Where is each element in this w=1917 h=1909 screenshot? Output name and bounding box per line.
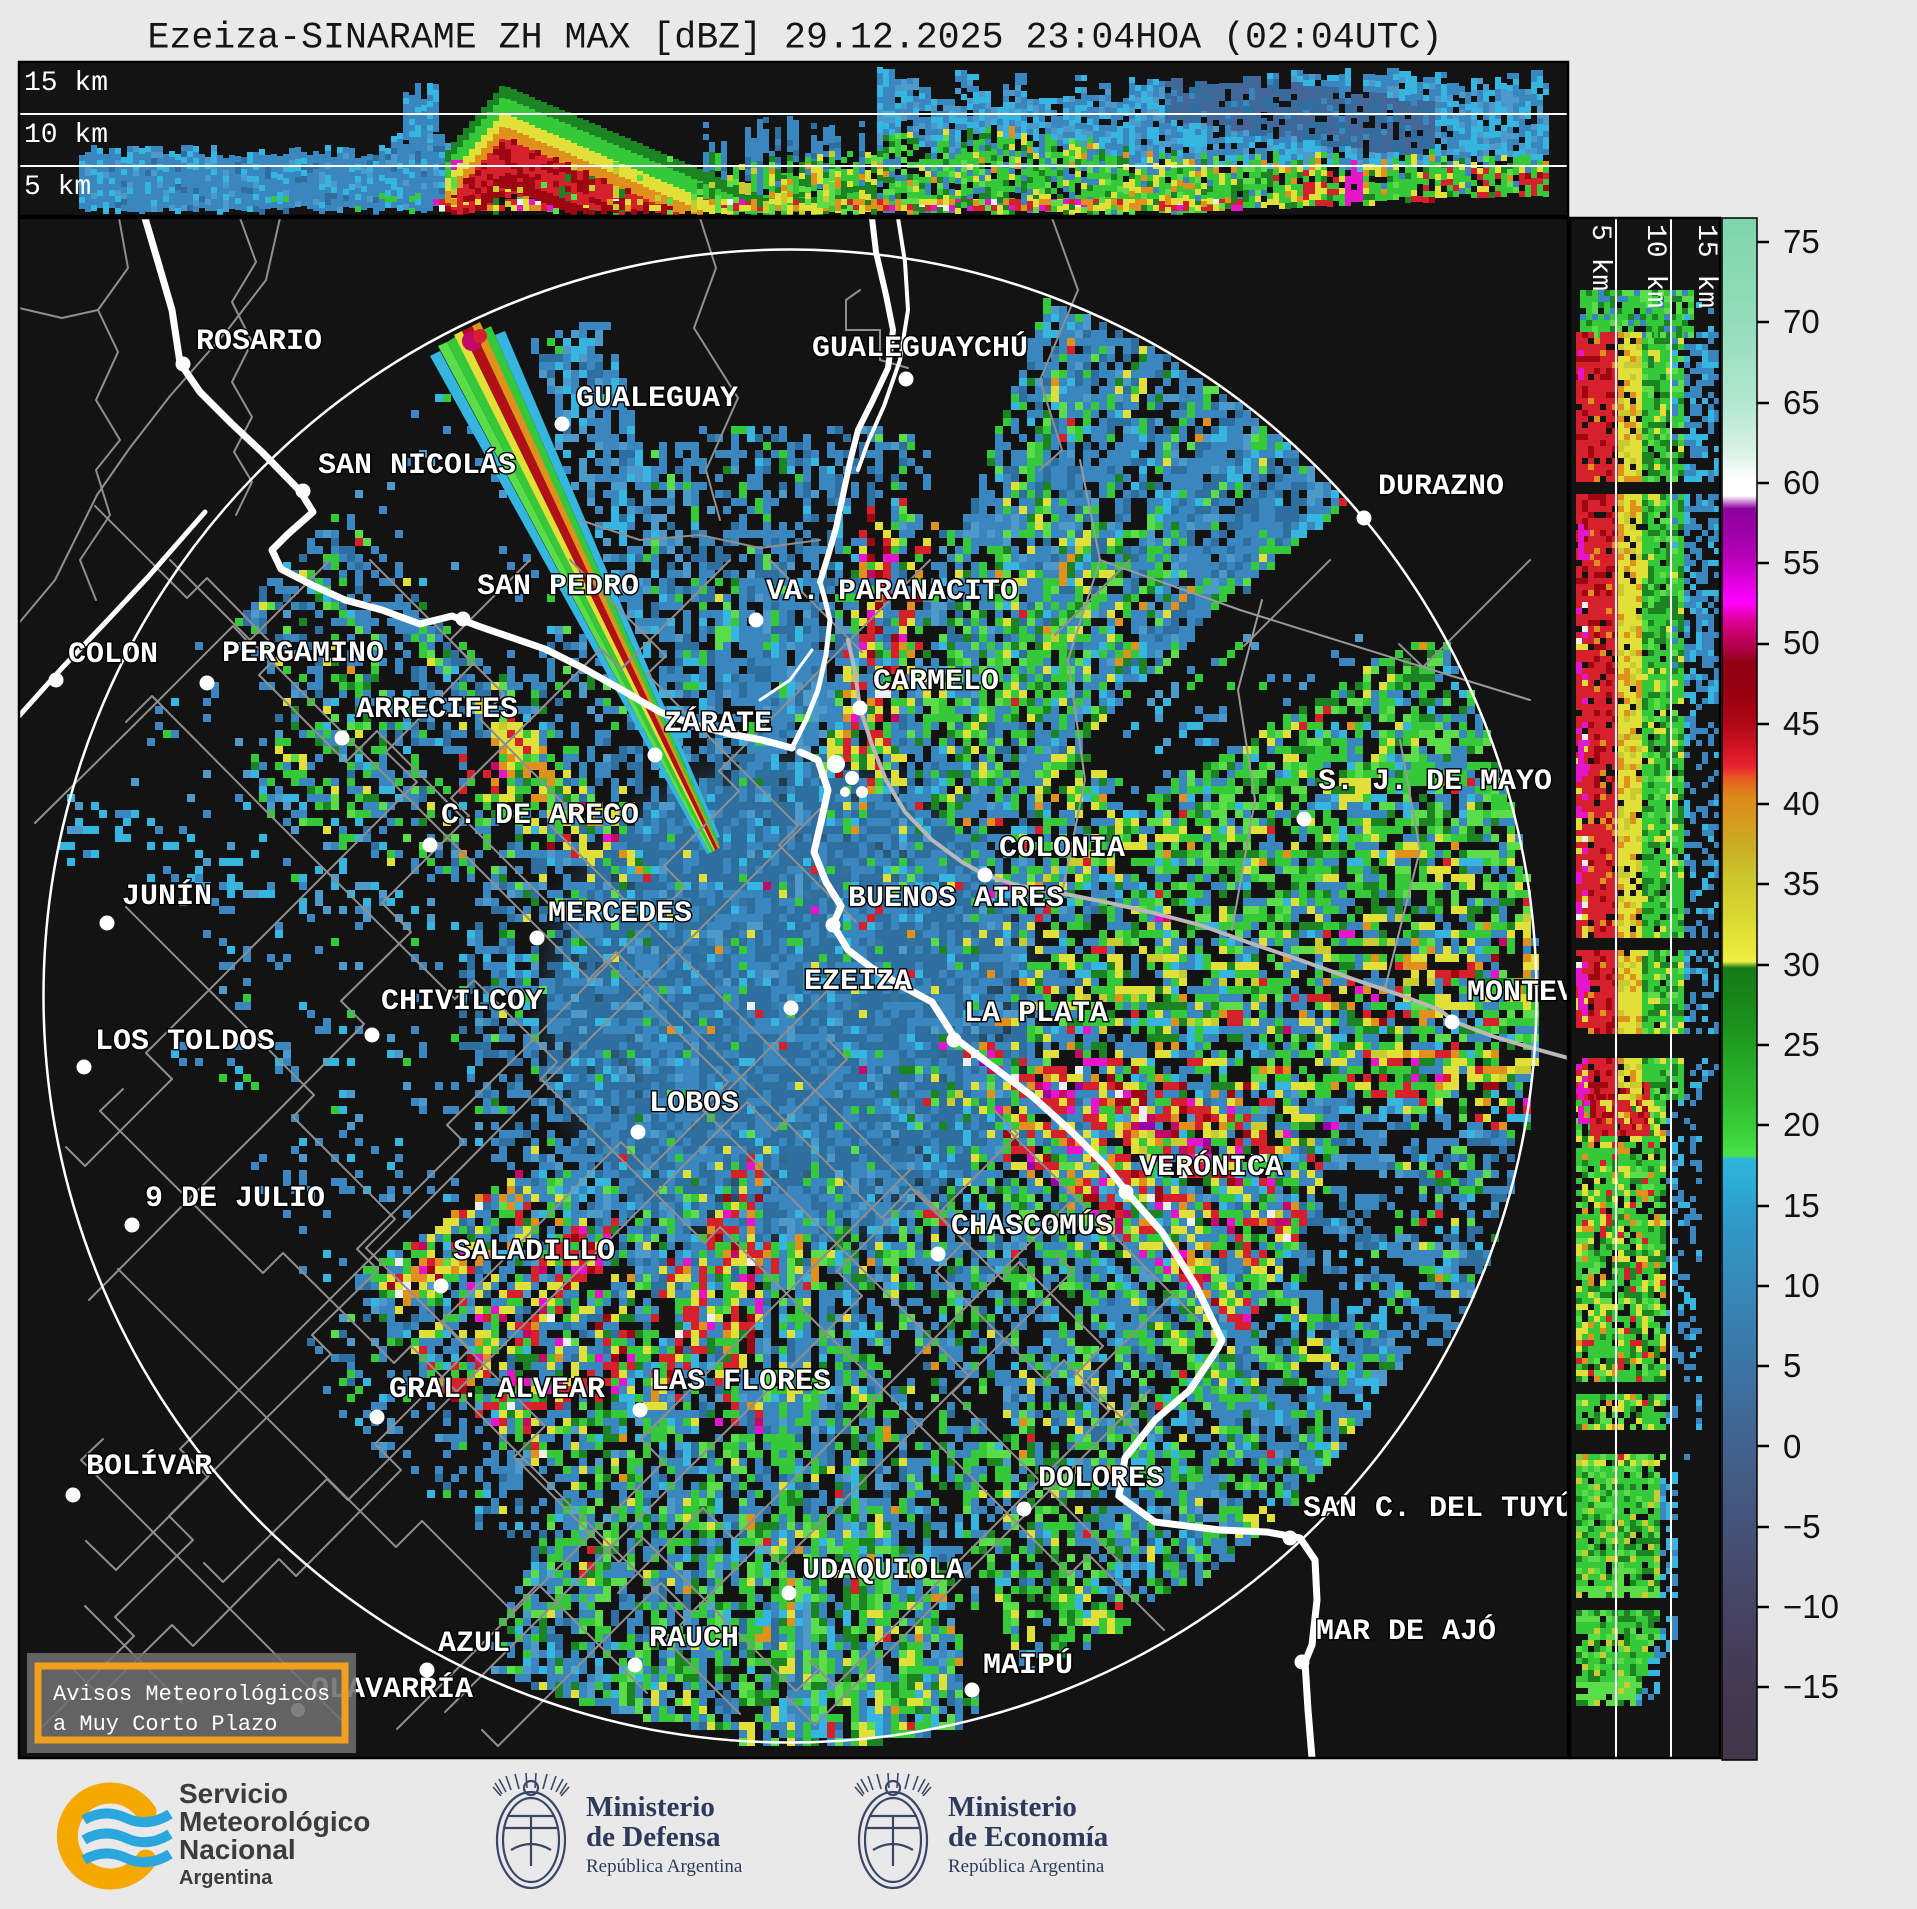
svg-text:70: 70 (1783, 303, 1820, 340)
svg-text:Meteorológico: Meteorológico (179, 1806, 370, 1837)
svg-text:SALADILLO: SALADILLO (453, 1235, 615, 1269)
svg-text:10 km: 10 km (24, 120, 108, 151)
svg-text:República Argentina: República Argentina (948, 1856, 1105, 1877)
svg-text:LAS FLORES: LAS FLORES (651, 1365, 831, 1399)
svg-text:9 DE JULIO: 9 DE JULIO (145, 1182, 325, 1216)
svg-text:República Argentina: República Argentina (586, 1856, 743, 1877)
svg-text:ARRECIFES: ARRECIFES (356, 693, 518, 727)
svg-text:SAN PEDRO: SAN PEDRO (477, 570, 639, 604)
svg-text:LOS TOLDOS: LOS TOLDOS (95, 1025, 275, 1059)
svg-text:30: 30 (1783, 946, 1820, 983)
svg-text:Avisos Meteorológicos: Avisos Meteorológicos (53, 1682, 330, 1707)
svg-text:GUALEGUAY: GUALEGUAY (576, 382, 738, 416)
svg-text:−15: −15 (1783, 1668, 1839, 1705)
svg-text:CHIVILCOY: CHIVILCOY (381, 985, 543, 1019)
svg-text:10 km: 10 km (1639, 224, 1670, 308)
svg-text:65: 65 (1783, 384, 1820, 421)
svg-text:40: 40 (1783, 785, 1820, 822)
svg-text:JUNÍN: JUNÍN (122, 879, 212, 914)
svg-text:COLON: COLON (68, 638, 158, 672)
svg-text:GUALEGUAYCHÚ: GUALEGUAYCHÚ (812, 331, 1028, 366)
svg-text:−10: −10 (1783, 1588, 1839, 1625)
svg-text:ROSARIO: ROSARIO (196, 325, 322, 359)
svg-text:5: 5 (1783, 1347, 1801, 1384)
svg-text:S. J. DE MAYO: S. J. DE MAYO (1318, 765, 1552, 799)
svg-text:BUENOS AIRES: BUENOS AIRES (848, 882, 1064, 916)
svg-text:LA PLATA: LA PLATA (964, 997, 1108, 1031)
svg-text:25: 25 (1783, 1026, 1820, 1063)
svg-text:15 km: 15 km (24, 68, 108, 99)
svg-text:MERCEDES: MERCEDES (548, 897, 692, 931)
svg-text:de Defensa: de Defensa (586, 1821, 721, 1853)
svg-text:MONTEV: MONTEV (1467, 976, 1575, 1010)
svg-text:Argentina: Argentina (179, 1867, 273, 1889)
svg-text:Ministerio: Ministerio (948, 1791, 1077, 1823)
svg-text:CARMELO: CARMELO (873, 665, 999, 699)
svg-text:C. DE ARECO: C. DE ARECO (441, 799, 639, 833)
svg-text:0: 0 (1783, 1428, 1801, 1465)
svg-text:Ministerio: Ministerio (586, 1791, 715, 1823)
svg-text:AZUL: AZUL (438, 1627, 510, 1661)
svg-text:LOBOS: LOBOS (649, 1087, 739, 1121)
svg-text:5 km: 5 km (24, 172, 91, 203)
svg-text:PERGAMINO: PERGAMINO (222, 637, 384, 671)
svg-text:MAR DE AJÓ: MAR DE AJÓ (1316, 1614, 1496, 1649)
svg-text:Nacional: Nacional (179, 1834, 296, 1865)
svg-text:55: 55 (1783, 544, 1820, 581)
svg-text:10: 10 (1783, 1267, 1820, 1304)
svg-text:75: 75 (1783, 223, 1820, 260)
svg-text:50: 50 (1783, 624, 1820, 661)
svg-text:5 km: 5 km (1584, 224, 1615, 291)
svg-text:BOLÍVAR: BOLÍVAR (86, 1449, 212, 1484)
svg-text:RAUCH: RAUCH (649, 1622, 739, 1656)
svg-text:de Economía: de Economía (948, 1821, 1109, 1853)
svg-text:GRAL. ALVEAR: GRAL. ALVEAR (389, 1373, 605, 1407)
svg-text:Ezeiza-SINARAME ZH MAX [dBZ] 2: Ezeiza-SINARAME ZH MAX [dBZ] 29.12.2025 … (147, 18, 1442, 59)
svg-text:SAN NICOLÁS: SAN NICOLÁS (318, 448, 516, 483)
svg-text:ZÁRATE: ZÁRATE (664, 706, 772, 741)
svg-text:60: 60 (1783, 464, 1820, 501)
svg-text:VERÓNICA: VERÓNICA (1139, 1150, 1283, 1185)
svg-text:20: 20 (1783, 1106, 1820, 1143)
svg-text:SAN C. DEL TUYÚ: SAN C. DEL TUYÚ (1303, 1491, 1573, 1526)
svg-text:35: 35 (1783, 865, 1820, 902)
svg-text:−5: −5 (1783, 1508, 1821, 1545)
svg-text:45: 45 (1783, 705, 1820, 742)
svg-text:UDAQUIOLA: UDAQUIOLA (802, 1554, 964, 1588)
svg-text:15: 15 (1783, 1187, 1820, 1224)
svg-text:MAIPÚ: MAIPÚ (983, 1648, 1073, 1683)
svg-text:VA. PARANACITO: VA. PARANACITO (766, 575, 1018, 609)
svg-text:EZEIZA: EZEIZA (804, 965, 912, 999)
svg-text:COLONIA: COLONIA (999, 832, 1125, 866)
svg-text:Servicio: Servicio (179, 1778, 288, 1809)
svg-text:15 km: 15 km (1690, 224, 1721, 308)
svg-text:DURAZNO: DURAZNO (1378, 470, 1504, 504)
svg-text:DOLORES: DOLORES (1038, 1462, 1164, 1496)
svg-text:a Muy Corto Plazo: a Muy Corto Plazo (53, 1712, 277, 1737)
svg-text:CHASCOMÚS: CHASCOMÚS (951, 1209, 1113, 1244)
